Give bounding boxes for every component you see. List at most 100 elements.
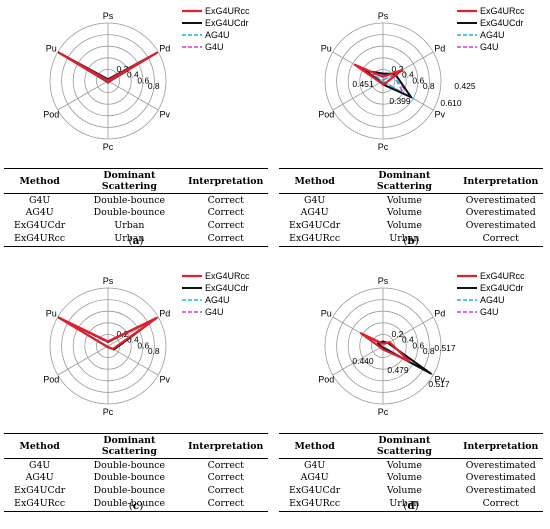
table-cell: Overestimated [465, 459, 536, 471]
axis-label-pu: Pu [321, 44, 332, 54]
table-cell: G4U [28, 459, 51, 471]
table-cell: ExG4UCdr [289, 485, 341, 497]
table-cell: Correct [207, 220, 244, 232]
table-row: G4U Volume Overestimated [279, 194, 543, 207]
table-row: ExG4UCdr Urban Correct [4, 220, 268, 233]
ring-tick-label: 0.2 [392, 64, 404, 74]
table-cell: Correct [207, 485, 244, 497]
value-label: 0.451 [352, 79, 374, 89]
axis-label-pd: Pd [434, 44, 445, 54]
method-table: Method Dominant Scattering Interpretation G… [4, 433, 268, 512]
ring-tick-label: 0.8 [423, 81, 435, 91]
table-header: Interpretation [183, 433, 268, 459]
table-row: ExG4URcc Urban Correct [279, 232, 543, 247]
method-table: Method Dominant Scattering Interpretation G… [4, 168, 268, 247]
table-row: ExG4UCdr Volume Overestimated [279, 220, 543, 233]
table-header: Interpretation [458, 433, 543, 459]
series-exg4urcc [359, 332, 411, 363]
table-cell: ExG4UCdr [14, 220, 66, 232]
table-cell: Correct [207, 207, 244, 219]
table-header: Interpretation [183, 168, 268, 194]
table-cell: Overestimated [465, 485, 536, 497]
legend-label: ExG4UCdr [205, 283, 249, 293]
ring-tick-label: 0.4 [402, 335, 414, 345]
radar-chart: PsPdPvPcPodPu0.20.40.60.8ExG4URccExG4UCd… [43, 271, 250, 417]
table-cell: Overestimated [465, 207, 536, 219]
axis-label-pv: Pv [435, 374, 446, 384]
value-label: 0.440 [352, 356, 374, 366]
value-label: 0.610 [440, 98, 462, 108]
table-row: ExG4URcc Double-bounce Correct [4, 497, 268, 512]
table-cell: ExG4URcc [279, 232, 351, 247]
table-cell: ExG4URcc [4, 232, 76, 247]
ring-tick-label: 0.4 [127, 335, 139, 345]
table-cell: AG4U [25, 472, 54, 484]
axis-spoke [332, 80, 384, 111]
table-cell: G4U [28, 194, 51, 206]
axis-label-pod: Pod [43, 374, 59, 384]
axis-label-pod: Pod [318, 374, 334, 384]
panel-caption: (d) [403, 500, 419, 512]
table-cell: Double-bounce [93, 485, 166, 497]
axis-spoke [107, 80, 159, 111]
radar-chart: Ps Pd Pv Pc Pod Pu 0.20.40.60.8 0.440 0.517 0.479… [318, 271, 525, 417]
axis-label-ps: Ps [378, 276, 389, 286]
table-cell: G4U [303, 194, 326, 206]
legend-label: G4U [205, 42, 224, 52]
table-cell: Urban [75, 232, 184, 247]
ring-tick-label: 0.6 [412, 340, 424, 350]
table-cell: AG4U [300, 472, 329, 484]
ring-tick-label: 0.4 [127, 70, 139, 80]
table-cell: Volume [386, 220, 422, 232]
legend-label: AG4U [480, 295, 505, 305]
table-row: AG4U Double-bounce Correct [4, 472, 268, 485]
panel-caption: (b) [403, 235, 419, 247]
ring-tick-label: 0.8 [423, 346, 435, 356]
radar-chart: Ps Pd Pv Pc Pod Pu 0.20.40.60.8 0.451 0.425 0.399… [318, 6, 525, 152]
table-cell: Volume [386, 194, 422, 206]
table-cell: Urban [350, 497, 459, 512]
method-table: Method Dominant Scattering Interpretation G… [279, 168, 543, 247]
table-cell: ExG4UCdr [289, 220, 341, 232]
axis-spoke [382, 316, 434, 347]
table-cell: Correct [458, 232, 543, 247]
table-header: Method [279, 168, 351, 194]
axis-label-pc: Pc [103, 407, 114, 417]
table-cell: Volume [386, 472, 422, 484]
table-cell: Double-bounce [75, 497, 184, 512]
table-cell: Correct [207, 459, 244, 471]
panel-caption-letter: c [132, 500, 140, 512]
axis-label-pu: Pu [46, 309, 57, 319]
table-row: ExG4URcc Urban Correct [4, 232, 268, 247]
axis-label-pod: Pod [318, 109, 334, 119]
table-cell: Volume [386, 459, 422, 471]
ring-tick-label: 0.2 [392, 329, 404, 339]
axis-label-pd: Pd [159, 44, 170, 54]
table-cell: Volume [386, 485, 422, 497]
axis-spoke [107, 345, 159, 376]
panel-b: Ps Pd Pv Pc Pod Pu 0.2 0.4 0.6 0.8 0.451 0.425 0.399… [275, 0, 550, 264]
radar-chart: PsPdPvPcPodPu0.20.40.60.8ExG4URccExG4UCd… [43, 6, 250, 152]
table-cell: Double-bounce [93, 472, 166, 484]
table-row: G4U Volume Overestimated [279, 459, 543, 472]
axis-spoke [57, 80, 109, 111]
legend-label: ExG4URcc [205, 271, 250, 281]
ring-tick-label: 0.6 [137, 340, 149, 350]
value-label: 0.479 [387, 365, 409, 375]
axis-label-pu: Pu [321, 309, 332, 319]
series-exg4urcc [58, 51, 158, 84]
ring-tick-label: 0.6 [137, 75, 149, 85]
table-header: Interpretation [458, 168, 543, 194]
legend-label: AG4U [480, 30, 505, 40]
axis-spoke [57, 345, 109, 376]
table-row: ExG4URcc Urban Correct [279, 497, 543, 512]
axis-label-ps: Ps [103, 276, 114, 286]
ring-tick-label: 0.8 [148, 346, 160, 356]
table-cell: AG4U [300, 207, 329, 219]
value-label: 0.517 [428, 379, 450, 389]
table-header: Dominant Scattering [350, 433, 459, 459]
legend-label: ExG4URcc [205, 6, 250, 16]
table-row: G4U Double-bounce Correct [4, 194, 268, 207]
axis-spoke [332, 345, 384, 376]
axis-label-pc: Pc [378, 407, 389, 417]
